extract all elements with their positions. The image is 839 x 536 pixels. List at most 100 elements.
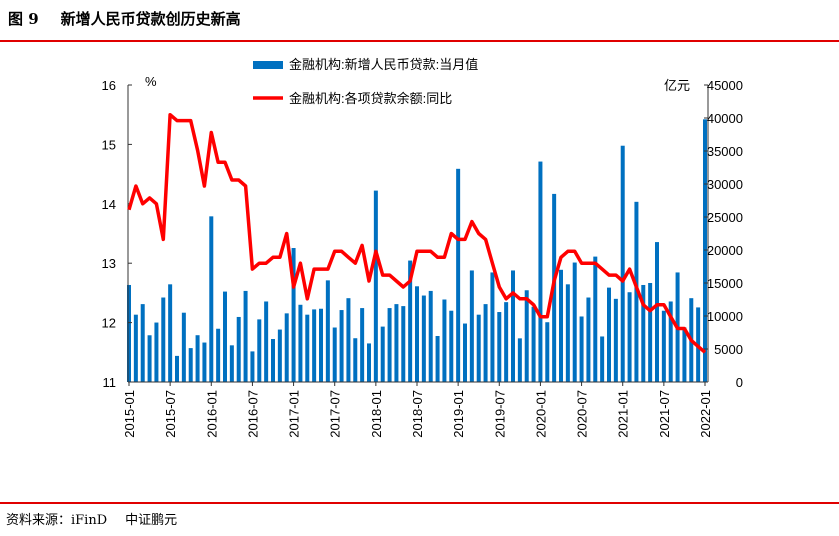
bar [209, 216, 214, 382]
left-tick-label: 15 [102, 137, 116, 152]
bar [517, 338, 522, 382]
bar [271, 339, 275, 382]
x-tick-label: 2016-01 [204, 390, 219, 438]
bar [353, 338, 358, 382]
bar [463, 323, 467, 382]
right-tick-label: 15000 [707, 276, 743, 291]
chart: 11 12 13 14 15 16 0 5000 10000 15000 20000 25000 300… [102, 57, 743, 438]
x-tick-label: 2017-01 [287, 390, 302, 438]
left-tick-label: 13 [102, 256, 116, 271]
bar [600, 336, 605, 382]
bar [216, 328, 221, 382]
bar [524, 290, 529, 382]
bar [264, 301, 269, 382]
right-tick-label: 5000 [714, 342, 743, 357]
left-tick-label: 16 [102, 78, 116, 93]
x-tick-label: 2016-07 [245, 390, 260, 438]
left-tick-label: 14 [102, 197, 116, 212]
bar [456, 168, 461, 382]
left-tick-label: 11 [103, 375, 117, 390]
right-tick-label: 35000 [707, 144, 743, 159]
bar [250, 351, 255, 382]
x-tick-label: 2022-01 [698, 390, 713, 438]
bar [668, 301, 673, 382]
bar [435, 335, 440, 382]
right-tick-label: 20000 [707, 243, 743, 258]
bar [168, 284, 173, 382]
bar [229, 345, 234, 382]
right-tick-label: 10000 [707, 309, 743, 324]
bar [415, 286, 419, 382]
bar [627, 292, 632, 382]
bar [545, 322, 550, 382]
bar [140, 304, 145, 382]
x-tick-label: 2021-07 [657, 390, 672, 438]
bar [559, 269, 563, 382]
x-tick-label: 2015-01 [122, 390, 137, 438]
bar [133, 314, 138, 382]
bar [127, 284, 131, 382]
x-tick-label: 2019-07 [492, 390, 507, 438]
bar [394, 304, 399, 382]
bar [682, 327, 687, 382]
x-tick-label: 2020-01 [533, 390, 548, 438]
x-tick-label: 2018-01 [369, 390, 384, 438]
bar [319, 308, 323, 382]
bar [483, 304, 488, 382]
bar [655, 242, 659, 382]
source-note: 资料来源：iFinD 中证鹏元 [6, 509, 195, 528]
right-unit: 亿元 [664, 78, 690, 93]
legend-bar-swatch [253, 61, 283, 69]
bar [648, 283, 653, 382]
yoy-line [127, 112, 707, 354]
bar [408, 260, 413, 382]
right-tick-label: 0 [736, 375, 743, 390]
bar [620, 145, 625, 382]
legend-line-label: 金融机构:各项贷款余额:同比 [289, 91, 452, 106]
bar [538, 161, 543, 382]
right-tick-label: 40000 [707, 111, 743, 126]
bar [607, 287, 611, 382]
bar [572, 262, 577, 382]
right-tick-label: 30000 [707, 177, 743, 192]
bar [593, 256, 598, 382]
bar [312, 309, 317, 382]
bar [469, 270, 474, 382]
bar [298, 304, 303, 382]
legend-bar-label: 金融机构:新增人民币贷款:当月值 [289, 57, 478, 72]
bar [421, 295, 426, 382]
x-tick-label: 2015-07 [163, 390, 178, 438]
bar [703, 119, 707, 382]
bar [291, 248, 296, 382]
source-label: 资料来源：iFinD [6, 513, 108, 528]
bar [531, 306, 536, 382]
bar [147, 335, 152, 382]
x-tick-label: 2017-07 [328, 390, 343, 438]
x-tick-label: 2019-01 [451, 390, 466, 438]
bar [175, 355, 179, 382]
bar [442, 299, 447, 382]
bar [428, 290, 433, 382]
bar [511, 270, 515, 382]
bar [579, 316, 584, 382]
bar [223, 291, 227, 382]
bar [181, 312, 186, 382]
bar [586, 297, 591, 382]
bar [257, 319, 262, 382]
left-unit: % [145, 74, 157, 89]
bar [284, 313, 289, 382]
bar [154, 322, 159, 382]
bottom-divider [0, 502, 839, 504]
bar [641, 284, 646, 382]
x-tick-label: 2021-01 [616, 390, 631, 438]
bar [202, 342, 207, 382]
bar [476, 314, 481, 382]
figure-title: 图 9 新增人民币贷款创历史新高 [8, 8, 241, 29]
bar [490, 272, 495, 382]
bar [360, 308, 365, 382]
left-tick-label: 12 [102, 316, 116, 331]
bar [387, 308, 392, 382]
bar [277, 329, 282, 382]
figure-number: 图 9 [8, 10, 39, 28]
bar [195, 335, 200, 382]
